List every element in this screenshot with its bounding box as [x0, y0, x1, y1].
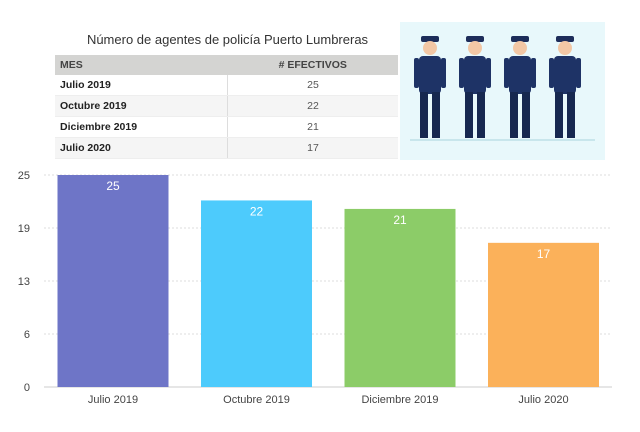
officer-leg: [567, 92, 575, 138]
officer-cap: [511, 36, 529, 42]
officer-leg: [510, 92, 518, 138]
table-title: Número de agentes de policía Puerto Lumb…: [86, 32, 369, 47]
y-tick-label: 19: [18, 223, 30, 235]
officer-figure: [459, 36, 491, 138]
cell-mes: Octubre 2019: [55, 95, 228, 117]
officer-figure: [414, 36, 446, 138]
data-table: MES # EFECTIVOS Julio 2019 25 Octubre 201…: [55, 55, 398, 159]
table-row: Octubre 2019 22: [55, 95, 398, 117]
bar: [201, 200, 312, 387]
y-tick-label: 0: [24, 382, 30, 394]
officer-arm: [414, 58, 419, 88]
header-mes: MES: [55, 55, 228, 75]
x-tick-label: Diciembre 2019: [361, 394, 438, 406]
officer-figure: [549, 36, 581, 138]
officer-torso: [419, 56, 441, 94]
bar: [57, 175, 169, 387]
cell-efectivos: 17: [227, 137, 398, 159]
officer-leg: [555, 92, 563, 138]
officer-head: [468, 41, 482, 55]
header-efectivos: # EFECTIVOS: [227, 55, 398, 75]
officer-leg: [420, 92, 428, 138]
officer-leg: [465, 92, 473, 138]
officer-arm: [576, 58, 581, 88]
officer-torso: [554, 56, 576, 94]
y-tick-label: 13: [18, 276, 30, 288]
cell-efectivos: 22: [227, 95, 398, 117]
officer-leg: [432, 92, 440, 138]
officer-arm: [441, 58, 446, 88]
officer-head: [513, 41, 527, 55]
y-tick-label: 6: [24, 329, 30, 341]
officer-head: [558, 41, 572, 55]
officer-arm: [504, 58, 509, 88]
officer-torso: [464, 56, 486, 94]
officer-leg: [477, 92, 485, 138]
officer-arm: [531, 58, 536, 88]
cell-mes: Julio 2020: [55, 137, 228, 159]
bar-value-label: 21: [393, 213, 407, 227]
table-header: MES # EFECTIVOS: [55, 55, 398, 75]
officer-figure: [504, 36, 536, 138]
officer-arm: [486, 58, 491, 88]
x-tick-label: Julio 2019: [88, 394, 138, 406]
officer-arm: [549, 58, 554, 88]
officer-torso: [509, 56, 531, 94]
bar-value-label: 25: [106, 179, 120, 193]
bar: [488, 242, 599, 387]
officer-leg: [522, 92, 530, 138]
bar: [344, 208, 456, 387]
bar-chart: 0 6 13 19 25 25 Julio 2019 22 Octubre 2019 21 Dici…: [18, 170, 612, 406]
table-row: Julio 2019 25: [55, 75, 398, 96]
bar-value-label: 17: [537, 247, 551, 261]
table-row: Diciembre 2019 21: [55, 116, 398, 138]
table-row: Julio 2020 17: [55, 137, 398, 159]
officer-arm: [459, 58, 464, 88]
officer-cap: [556, 36, 574, 42]
cell-mes: Julio 2019: [55, 75, 228, 96]
officer-cap: [466, 36, 484, 42]
police-officers-illustration: [400, 22, 605, 160]
bar-value-label: 22: [250, 204, 264, 218]
cell-efectivos: 21: [227, 116, 398, 138]
x-tick-label: Julio 2020: [518, 394, 568, 406]
cell-mes: Diciembre 2019: [55, 116, 228, 138]
cell-efectivos: 25: [227, 75, 398, 96]
officer-cap: [421, 36, 439, 42]
y-tick-label: 25: [18, 170, 30, 182]
x-tick-label: Octubre 2019: [223, 394, 290, 406]
police-officers-icon: [410, 36, 595, 141]
officer-head: [423, 41, 437, 55]
